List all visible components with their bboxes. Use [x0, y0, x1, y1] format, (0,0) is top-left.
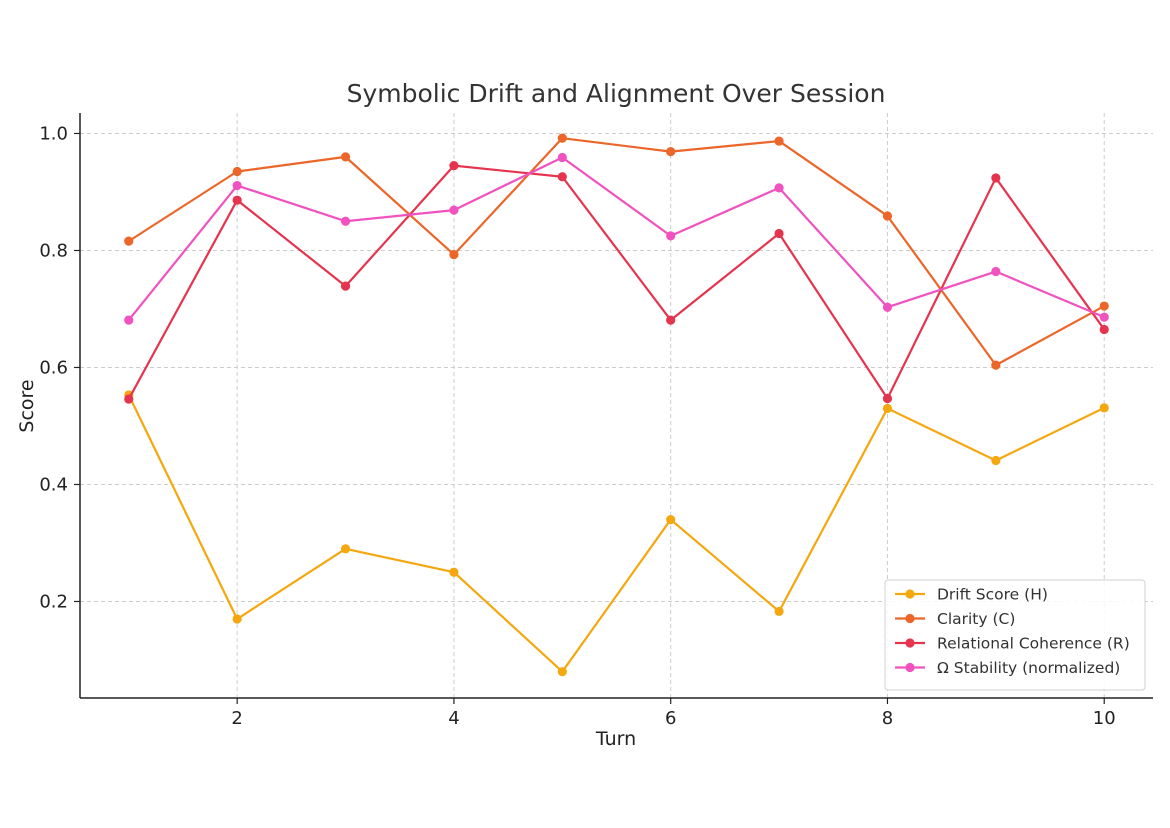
series-2-point	[1099, 301, 1109, 311]
y-tick-label: 0.4	[39, 474, 68, 495]
series-3-point	[882, 393, 893, 404]
series-3-point	[557, 172, 567, 182]
series-1-point	[882, 403, 893, 414]
series-4-point	[774, 183, 784, 193]
series-3-point	[449, 161, 459, 171]
series-1-point	[449, 567, 459, 577]
series-2-point	[557, 133, 567, 143]
legend-item: Relational Coherence (R)	[895, 635, 1130, 653]
series-1-point	[557, 667, 567, 677]
series-2-point	[340, 152, 351, 162]
series-3-line	[127, 164, 1106, 400]
y-axis-label: Score	[16, 379, 38, 432]
series-3-point	[1099, 324, 1109, 335]
x-tick-label: 10	[1093, 708, 1116, 729]
legend-label: Ω Stability (normalized)	[937, 659, 1120, 677]
grid	[80, 113, 1153, 698]
legend-swatch-marker	[905, 638, 915, 648]
legend: Drift Score (H) Clarity (C) Relational Coh…	[884, 579, 1146, 691]
series-3-point	[232, 195, 242, 205]
series-4-line	[127, 156, 1105, 321]
series-2-point	[232, 166, 242, 177]
series-4	[124, 152, 1109, 325]
legend-box	[884, 579, 1146, 691]
series-2	[124, 133, 1109, 370]
x-tick-label: 8	[882, 708, 893, 729]
axes: 2 4 6 8 10 0.2 0.4 0.6 0.8 1.0	[39, 113, 1153, 729]
series-3-point	[991, 173, 1001, 183]
legend-label: Drift Score (H)	[937, 586, 1048, 604]
series-3-point	[774, 228, 784, 239]
legend-swatch-marker	[905, 589, 915, 599]
x-axis-label: Turn	[595, 728, 636, 750]
legend-item: Clarity (C)	[895, 610, 1015, 628]
y-tick-label: 0.8	[39, 240, 68, 261]
series-2-point	[882, 211, 893, 221]
series-2-line	[128, 137, 1105, 367]
y-tick-label: 1.0	[39, 123, 68, 144]
series-4-point	[882, 302, 893, 312]
series-1	[124, 390, 1109, 677]
y-tick-label: 0.2	[39, 591, 68, 612]
legend-label: Relational Coherence (R)	[937, 635, 1130, 653]
y-tick-label: 0.6	[39, 357, 68, 378]
series-2-point	[991, 360, 1001, 370]
series-1-point	[774, 606, 784, 617]
series-4-point	[449, 205, 459, 215]
series-1-point	[1099, 403, 1109, 413]
series-4-point	[1099, 312, 1109, 322]
series-layer	[124, 133, 1109, 677]
series-3-point	[124, 394, 134, 404]
series-2-point	[666, 147, 676, 157]
series-4-point	[557, 152, 567, 163]
series-4-point	[340, 216, 351, 226]
x-tick-label: 4	[448, 708, 459, 729]
series-4-point	[991, 266, 1001, 277]
series-3-point	[666, 315, 676, 325]
series-3-point	[340, 281, 351, 291]
series-2-point	[449, 249, 459, 260]
x-tick-label: 6	[665, 708, 676, 729]
series-4-point	[232, 180, 242, 191]
series-4-point	[124, 315, 134, 325]
chart-title: Symbolic Drift and Alignment Over Sessio…	[347, 79, 886, 108]
series-3	[124, 161, 1109, 404]
series-1-point	[340, 544, 351, 554]
series-1-line	[127, 394, 1105, 673]
legend-swatch-marker	[905, 662, 915, 673]
legend-label: Clarity (C)	[937, 610, 1015, 628]
legend-item: Drift Score (H)	[895, 586, 1048, 604]
legend-item: Ω Stability (normalized)	[895, 659, 1120, 677]
series-1-point	[991, 455, 1001, 466]
series-1-point	[232, 614, 242, 624]
legend-swatch-marker	[905, 613, 915, 624]
x-tick-label: 2	[231, 708, 242, 729]
series-4-point	[666, 231, 676, 241]
series-1-point	[666, 514, 676, 525]
series-2-point	[124, 236, 134, 246]
series-2-point	[774, 136, 784, 146]
